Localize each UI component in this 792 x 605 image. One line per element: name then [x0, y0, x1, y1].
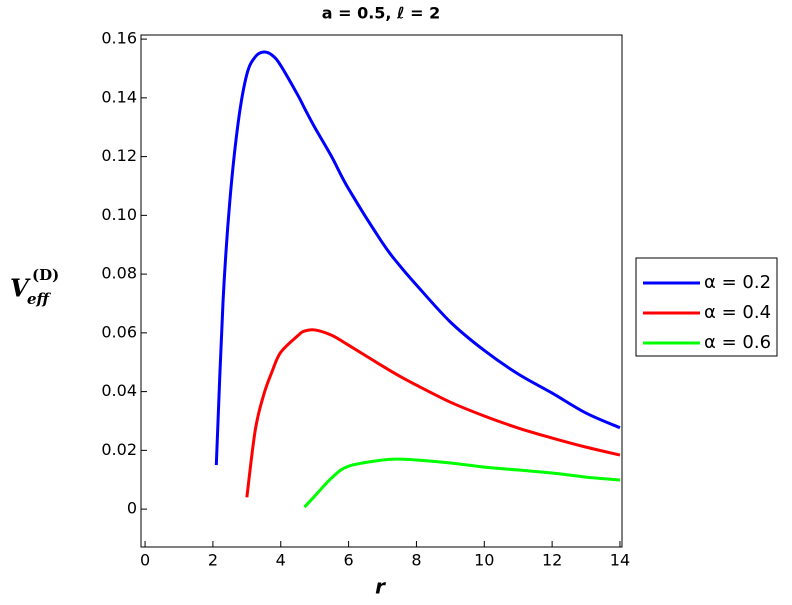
legend: [635, 257, 778, 357]
x-tick-label: 12: [542, 551, 562, 570]
x-tick-label: 8: [411, 551, 421, 570]
legend-label: α = 0.2: [704, 272, 771, 293]
y-tick-label: 0.08: [101, 264, 137, 283]
y-label-sup: (D): [32, 266, 59, 284]
y-label-sub: eff: [27, 290, 52, 308]
series-line: [303, 457, 621, 509]
y-tick-label: 0.02: [101, 440, 137, 459]
y-label-base: V: [10, 274, 31, 303]
y-axis-label: V (D) eff: [10, 266, 59, 308]
plot-frame: [140, 34, 623, 548]
x-tick-label: 14: [610, 551, 630, 570]
x-tick-label: 10: [474, 551, 494, 570]
series-line: [214, 50, 621, 466]
series-line: [245, 328, 621, 498]
y-tick-label: 0.16: [101, 29, 137, 48]
y-tick-label: 0.10: [101, 205, 137, 224]
legend-label: α = 0.6: [704, 332, 771, 353]
y-tick-label: 0.04: [101, 381, 137, 400]
x-tick-label: 0: [140, 551, 150, 570]
x-tick-label: 2: [208, 551, 218, 570]
y-tick-label: 0: [127, 499, 137, 518]
y-tick-label: 0.12: [101, 146, 137, 165]
y-tick-label: 0.06: [101, 322, 137, 341]
x-tick-label: 4: [276, 551, 286, 570]
x-axis-label: r: [375, 575, 386, 599]
legend-label: α = 0.4: [704, 302, 771, 323]
chart-title: a = 0.5, ℓ = 2: [322, 4, 441, 23]
x-tick-label: 6: [344, 551, 354, 570]
y-tick-label: 0.14: [101, 87, 137, 106]
